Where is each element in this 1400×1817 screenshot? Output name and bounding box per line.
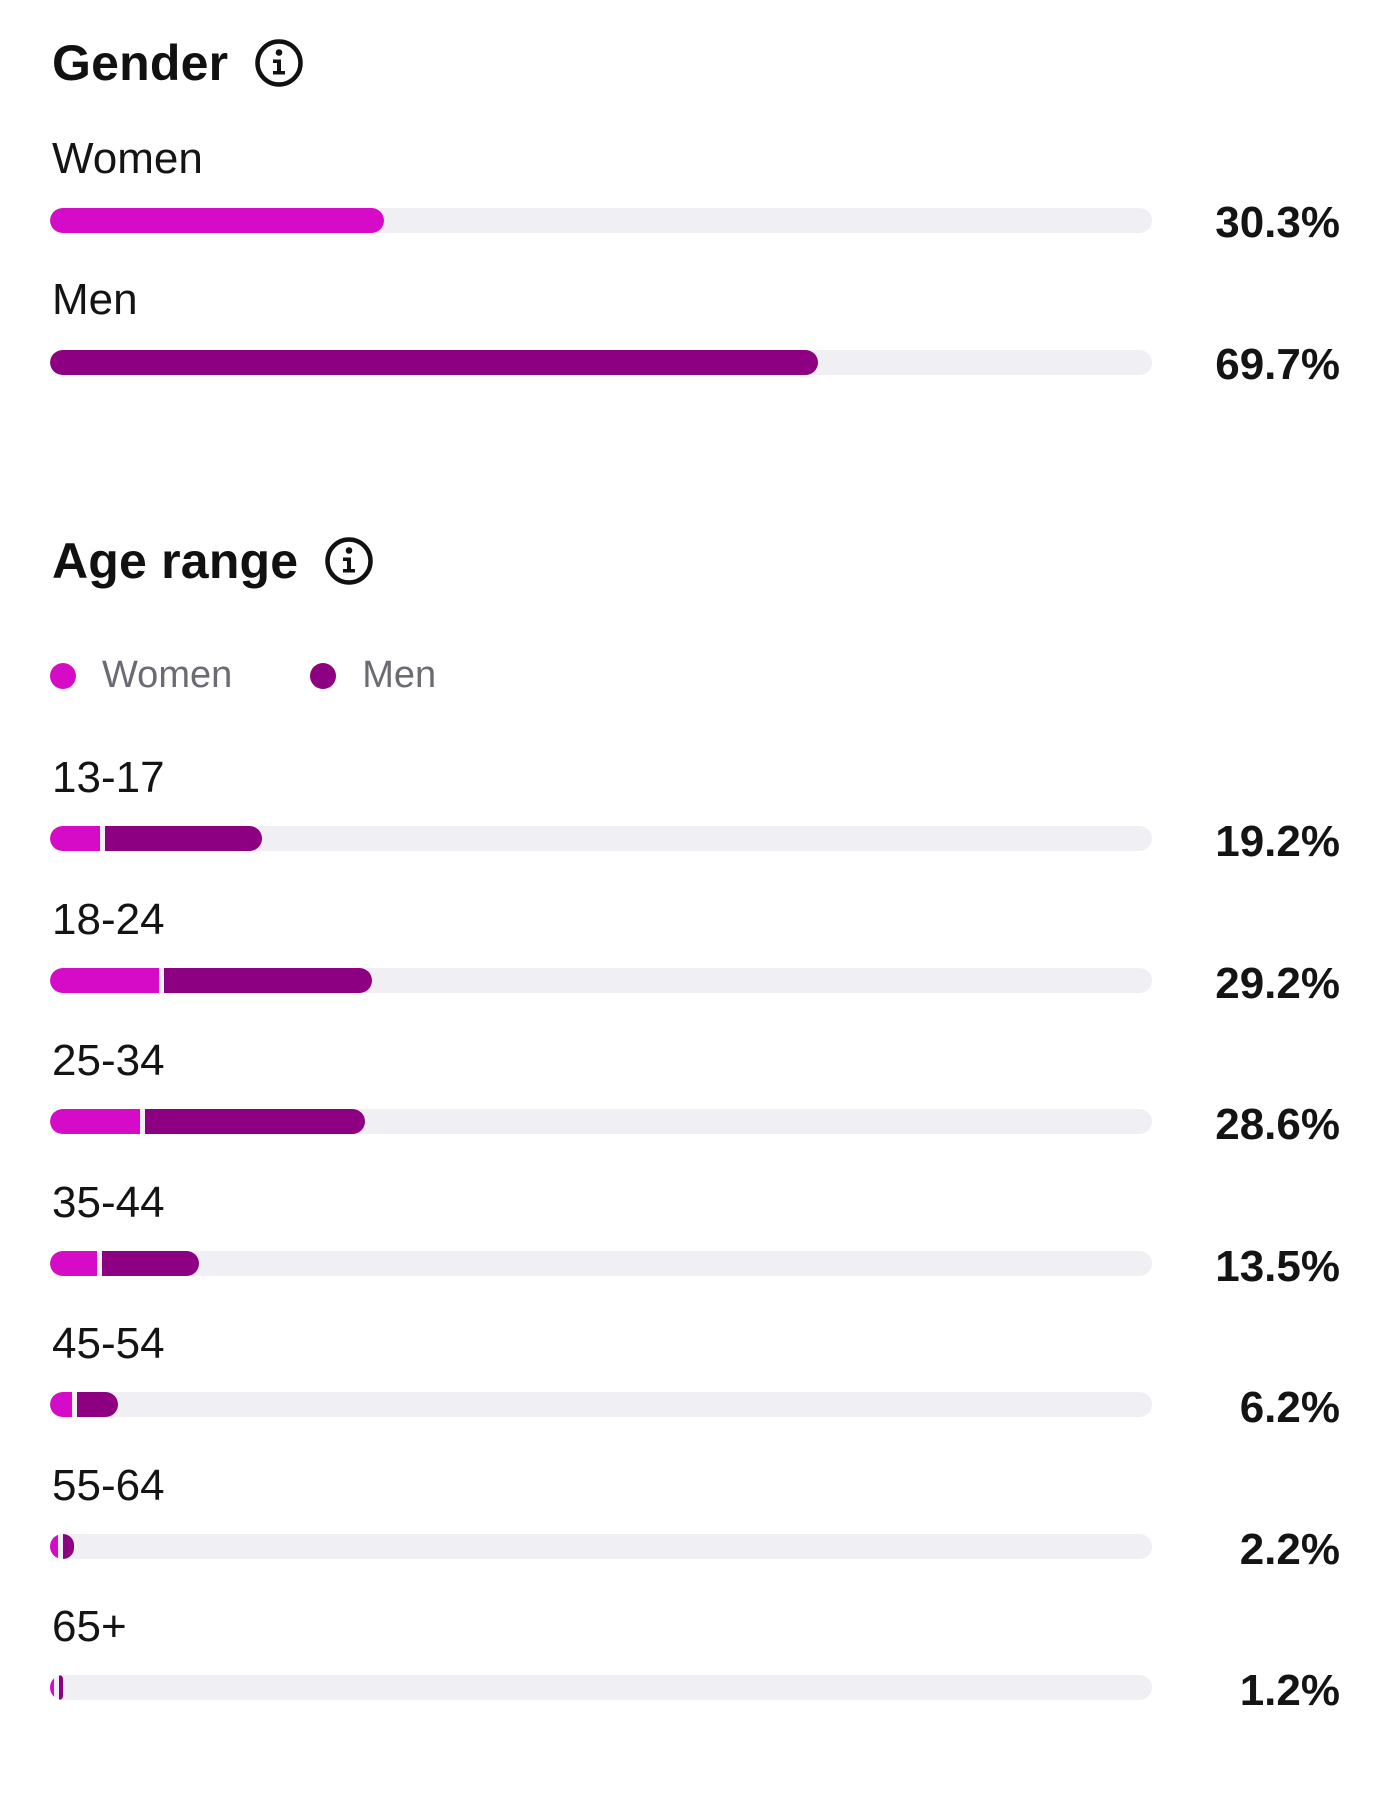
gender-value-women: 30.3% — [1215, 198, 1340, 247]
gender-title: Gender — [52, 35, 229, 91]
age-bar-men-18-24 — [164, 967, 372, 993]
legend-label-women: Women — [102, 654, 233, 696]
age-bar-men-65plus — [59, 1675, 64, 1700]
gender-label-men: Men — [52, 275, 138, 324]
age-label-35-44: 35-44 — [52, 1177, 165, 1227]
gender-bar-track-men — [50, 350, 1152, 375]
age-label-18-24: 18-24 — [52, 894, 165, 944]
age-bar-track-25-34 — [50, 1109, 1152, 1134]
age-bar-women-55-64 — [50, 1533, 58, 1559]
age-bar-women-25-34 — [50, 1109, 141, 1134]
age-bar-women-35-44 — [50, 1250, 98, 1276]
age-value-13-17: 19.2% — [1215, 817, 1340, 866]
age-label-65plus: 65+ — [52, 1602, 127, 1651]
age-heading: Age range — [52, 536, 374, 586]
age-bar-women-65plus — [50, 1675, 55, 1700]
age-bar-track-55-64 — [50, 1533, 1152, 1559]
age-legend: Women Men — [50, 654, 514, 697]
info-icon[interactable] — [254, 38, 304, 88]
age-bar-track-18-24 — [50, 967, 1152, 993]
age-label-13-17: 13-17 — [52, 753, 165, 802]
age-bar-women-13-17 — [50, 826, 100, 851]
age-value-55-64: 2.2% — [1239, 1524, 1340, 1574]
age-value-18-24: 29.2% — [1215, 958, 1340, 1008]
legend-label-men: Men — [362, 654, 437, 696]
gender-bar-men — [50, 350, 819, 375]
age-bar-men-55-64 — [62, 1533, 75, 1559]
age-label-25-34: 25-34 — [52, 1036, 165, 1085]
legend-dot-women — [50, 662, 76, 689]
age-bar-women-18-24 — [50, 967, 160, 993]
age-bar-track-35-44 — [50, 1250, 1152, 1276]
legend-item-women: Women — [50, 654, 232, 697]
gender-heading: Gender — [52, 38, 304, 88]
age-value-45-54: 6.2% — [1239, 1383, 1340, 1432]
gender-bar-women — [50, 208, 384, 233]
age-bar-men-45-54 — [77, 1392, 119, 1417]
gender-value-men: 69.7% — [1215, 340, 1340, 389]
age-bar-men-13-17 — [104, 826, 262, 851]
age-label-55-64: 55-64 — [52, 1460, 165, 1510]
gender-bar-track-women — [50, 208, 1152, 233]
info-icon[interactable] — [324, 536, 374, 586]
age-bar-track-65plus — [50, 1675, 1152, 1700]
gender-label-women: Women — [52, 134, 203, 183]
legend-item-men: Men — [310, 654, 436, 697]
age-label-45-54: 45-54 — [52, 1319, 165, 1368]
age-value-25-34: 28.6% — [1215, 1100, 1340, 1149]
age-bar-men-25-34 — [145, 1109, 366, 1134]
age-bar-women-45-54 — [50, 1392, 73, 1417]
age-value-65plus: 1.2% — [1239, 1666, 1340, 1715]
age-bar-men-35-44 — [102, 1250, 199, 1276]
age-value-35-44: 13.5% — [1215, 1241, 1340, 1291]
age-bar-track-13-17 — [50, 826, 1152, 851]
age-title: Age range — [52, 533, 299, 589]
legend-dot-men — [310, 662, 337, 689]
age-bar-track-45-54 — [50, 1392, 1152, 1417]
